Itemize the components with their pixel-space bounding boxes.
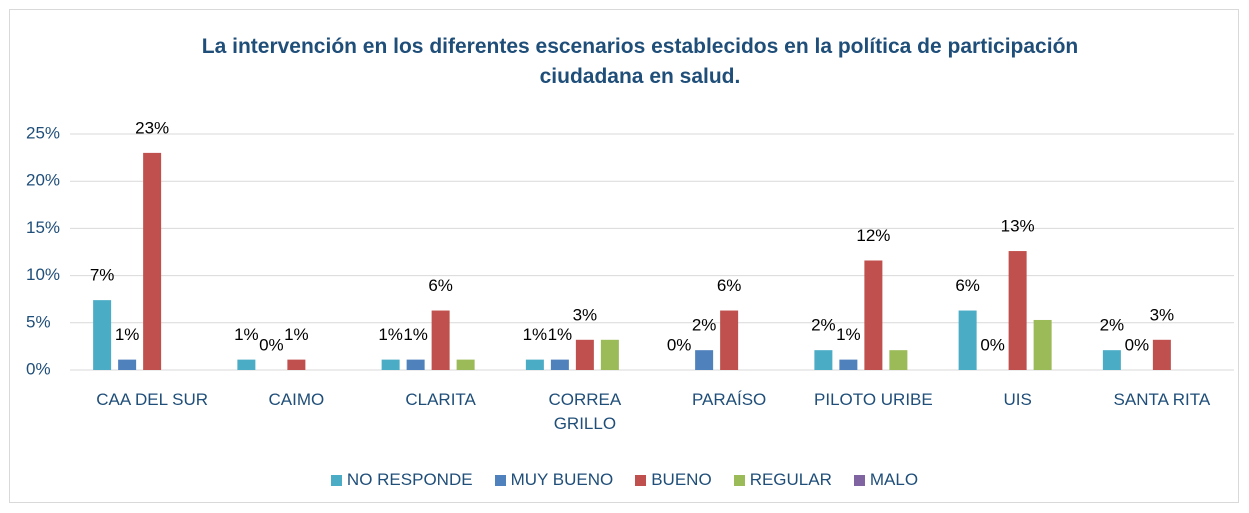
y-tick-label: 5% — [26, 312, 51, 331]
legend-label: NO RESPONDE — [346, 470, 473, 489]
y-tick-label: 10% — [26, 265, 60, 284]
data-label: 6% — [717, 276, 742, 295]
data-label: 23% — [135, 118, 169, 137]
data-label: 1% — [403, 325, 428, 344]
legend-label: BUENO — [651, 470, 712, 489]
data-label: 0% — [667, 335, 692, 354]
data-label: 0% — [980, 335, 1005, 354]
data-label: 2% — [692, 316, 717, 335]
legend-swatch — [494, 474, 506, 486]
y-tick-label: 0% — [26, 359, 51, 378]
bar — [600, 339, 619, 370]
bar — [431, 310, 450, 370]
bar — [864, 260, 883, 370]
x-tick-label: PILOTO URIBE — [814, 390, 933, 409]
x-tick-label: CAIMO — [268, 390, 325, 409]
data-label: 1% — [115, 325, 140, 344]
legend-item: MALO — [853, 470, 919, 490]
x-tick-label: UIS — [1003, 390, 1032, 409]
x-tick-label: CLARITA — [405, 390, 476, 409]
bar — [1033, 319, 1052, 370]
bar — [118, 359, 137, 370]
legend-label: MALO — [869, 470, 919, 489]
data-label: 6% — [955, 276, 980, 295]
bar — [550, 359, 569, 370]
data-label: 0% — [1125, 335, 1150, 354]
data-label: 1% — [284, 325, 309, 344]
bar — [1008, 251, 1027, 370]
y-tick-label: 20% — [26, 171, 60, 190]
y-tick-label: 15% — [26, 218, 60, 237]
data-label: 6% — [428, 276, 453, 295]
data-label: 7% — [90, 266, 115, 285]
bar — [456, 359, 475, 370]
legend: NO RESPONDE MUY BUENO BUENO REGULAR MALO — [0, 470, 1249, 490]
legend-item: BUENO — [635, 470, 712, 490]
x-tick-label: SANTA RITA — [1113, 390, 1211, 409]
legend-label: MUY BUENO — [510, 470, 614, 489]
legend-swatch — [733, 474, 745, 486]
data-label: 1% — [523, 325, 548, 344]
data-label: 1% — [548, 325, 573, 344]
bar — [1102, 350, 1121, 370]
chart-frame — [9, 9, 1239, 503]
data-label: 12% — [856, 226, 890, 245]
bar — [93, 300, 112, 370]
x-tick-label: PARAÍSO — [691, 390, 767, 409]
bar — [839, 359, 858, 370]
bar — [525, 359, 544, 370]
bar — [406, 359, 425, 370]
bar — [958, 310, 977, 370]
legend-swatch — [330, 474, 342, 486]
data-label: 1% — [836, 325, 861, 344]
bar — [381, 359, 400, 370]
bar — [695, 350, 714, 370]
data-label: 3% — [573, 305, 598, 324]
data-label: 3% — [1150, 305, 1175, 324]
chart-title: La intervención en los diferentes escena… — [201, 35, 1079, 88]
x-tick-label: CAA DEL SUR — [96, 390, 209, 409]
data-label: 13% — [1001, 217, 1035, 236]
legend-item: NO RESPONDE — [330, 470, 473, 490]
data-label: 1% — [234, 325, 259, 344]
data-label: 1% — [378, 325, 403, 344]
bar — [814, 350, 833, 370]
legend-item: REGULAR — [733, 470, 832, 490]
legend-item: MUY BUENO — [494, 470, 614, 490]
bar — [889, 350, 908, 370]
bar — [237, 359, 256, 370]
legend-label: REGULAR — [749, 470, 832, 489]
bar — [720, 310, 739, 370]
x-tick-label: CORREA GRILLO — [548, 390, 622, 433]
bar — [1152, 339, 1171, 370]
legend-swatch — [853, 474, 865, 486]
y-tick-label: 25% — [26, 123, 60, 142]
bar — [575, 339, 594, 370]
bar — [287, 359, 306, 370]
data-label: 2% — [811, 316, 836, 335]
legend-swatch — [635, 474, 647, 486]
data-label: 0% — [259, 335, 284, 354]
bar — [143, 152, 162, 370]
data-label: 2% — [1100, 316, 1125, 335]
